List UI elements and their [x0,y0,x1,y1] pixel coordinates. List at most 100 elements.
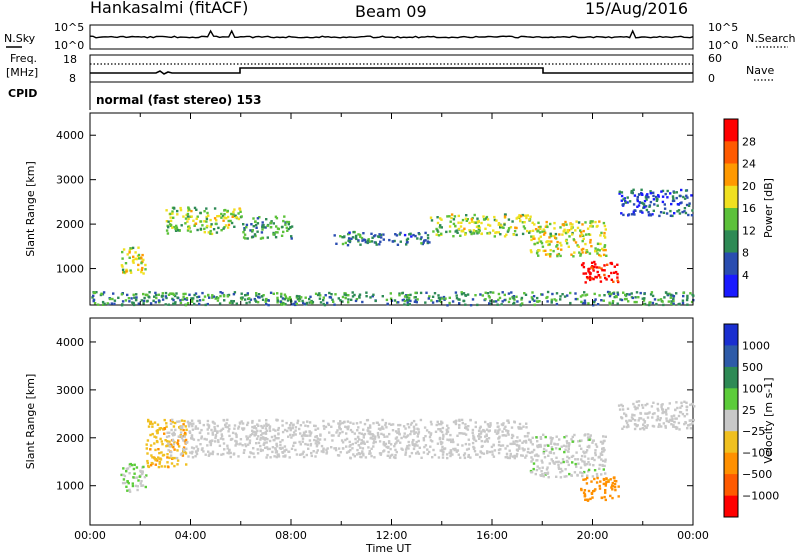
echo-cell [450,216,453,220]
echo-cell [351,291,354,294]
echo-cell [376,421,379,424]
echo-cell [598,220,601,223]
echo-cell [338,427,341,430]
echo-cell [424,239,427,242]
echo-cell [543,456,547,459]
echo-cell [535,252,539,255]
echo-cell [396,243,400,246]
echo-cell [126,467,130,470]
echo-cell [307,447,310,450]
echo-cell [127,482,130,485]
echo-cell [230,221,234,225]
echo-cell [272,292,275,295]
echo-cell [594,451,597,455]
echo-cell [563,475,566,478]
echo-cell [248,435,251,438]
echo-cell [573,471,577,474]
echo-cell [154,301,157,304]
echo-cell [515,295,518,298]
echo-cell [490,445,494,449]
echo-cell [553,298,556,301]
echo-cell [370,240,374,243]
echo-cell [140,480,143,483]
echo-cell [451,438,454,441]
echo-cell [639,291,642,295]
echo-cell [163,465,167,468]
echo-cell [146,452,149,455]
date-title: 15/Aug/2016 [585,0,688,18]
echo-cell [663,203,666,206]
echo-cell [602,468,605,471]
echo-cell [298,297,302,300]
echo-cell [442,435,445,438]
echo-cell [121,481,125,485]
echo-cell [359,235,362,238]
echo-cell [559,254,562,258]
echo-cell [449,450,453,453]
echo-cell [176,209,179,213]
echo-cell [531,221,534,224]
echo-cell [541,461,544,464]
echo-cell [265,441,268,444]
echo-cell [417,452,421,455]
echo-cell [594,263,597,266]
echo-cell [530,471,533,474]
echo-cell [683,197,687,200]
echo-cell [611,496,614,500]
echo-cell [488,450,491,454]
echo-cell [258,216,261,219]
echo-cell [128,300,131,303]
echo-cell [591,220,594,223]
echo-cell [344,425,347,428]
echo-cell [541,473,544,476]
echo-cell [513,420,516,423]
echo-cell [214,436,217,440]
colorbar-swatch [724,324,738,346]
echo-cell [457,214,460,218]
echo-cell [376,431,380,435]
echo-cell [449,438,452,441]
echo-cell [589,238,592,242]
echo-cell [462,292,466,295]
echo-cell [274,236,278,239]
echo-cell [527,438,531,441]
echo-cell [422,439,426,442]
echo-cell [333,303,336,306]
echo-cell [603,269,606,272]
echo-cell [398,432,401,435]
echo-cell [565,445,568,448]
echo-cell [436,221,440,225]
echo-cell [559,467,563,471]
echo-cell [488,224,492,227]
echo-cell [595,276,598,279]
echo-cell [231,215,234,218]
echo-cell [120,264,124,267]
echo-cell [338,423,341,427]
echo-cell [341,447,345,450]
echo-cell [681,299,685,302]
echo-cell [199,211,202,215]
echo-cell [596,224,599,228]
echo-cell [459,456,462,459]
echo-cell [334,293,337,296]
echo-cell [100,292,104,296]
echo-cell [242,451,246,454]
echo-cell [626,201,629,204]
echo-cell [407,299,411,302]
echo-cell [223,299,226,302]
echo-cell [506,444,509,448]
echo-cell [464,233,467,236]
echo-cell [308,297,311,301]
echo-cell [575,220,578,223]
echo-cell [218,302,222,305]
echo-cell [348,239,352,243]
echo-cell [122,467,125,470]
echo-cell [508,297,512,300]
echo-cell [618,192,621,195]
echo-cell [184,433,187,436]
echo-cell [344,438,347,442]
echo-cell [279,300,282,303]
echo-cell [604,460,607,463]
echo-cell [452,447,455,451]
echo-cell [429,216,433,219]
